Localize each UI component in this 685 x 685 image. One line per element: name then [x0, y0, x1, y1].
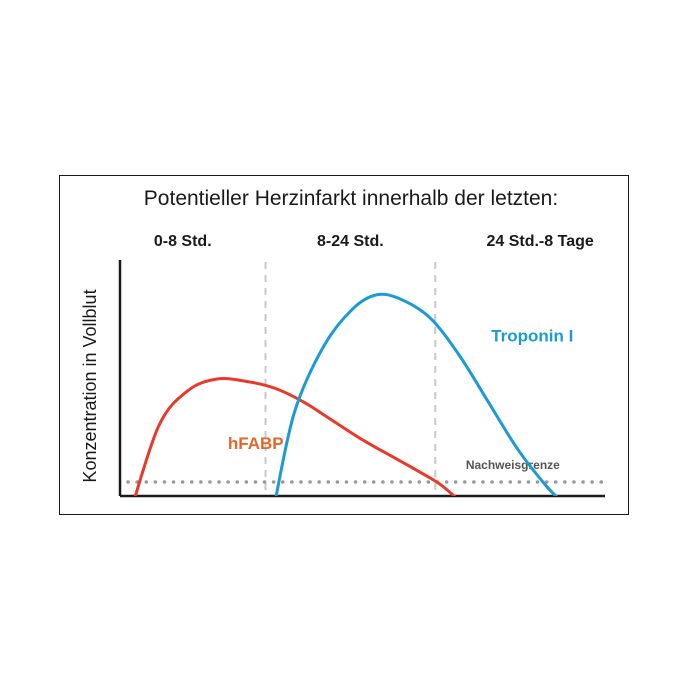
- phase-labels: 0-8 Std. 8-24 Std. 24 Std.-8 Tage: [154, 233, 594, 250]
- chart-svg: Potentieller Herzinfarkt innerhalb der l…: [80, 187, 605, 498]
- phase-label: 0-8 Std.: [154, 233, 212, 250]
- series-line-hfabp: [133, 376, 457, 496]
- threshold-group: Nachweisgrenze: [126, 458, 605, 484]
- phase-dividers: [264, 262, 437, 496]
- chart-title: Potentieller Herzinfarkt innerhalb der l…: [144, 187, 558, 210]
- phase-label: 24 Std.-8 Tage: [486, 233, 593, 250]
- phase-label: 8-24 Std.: [317, 233, 384, 250]
- chart-frame: Potentieller Herzinfarkt innerhalb der l…: [59, 175, 629, 515]
- threshold-label: Nachweisgrenze: [466, 458, 560, 472]
- series-label: hFABP: [228, 434, 284, 453]
- series-group: hFABP Troponin I: [133, 292, 573, 496]
- y-axis-label: Konzentration in Vollblut: [80, 289, 100, 482]
- axes: [118, 260, 605, 498]
- series-line-troponin-i: [274, 292, 559, 496]
- series-label: Troponin I: [491, 327, 573, 346]
